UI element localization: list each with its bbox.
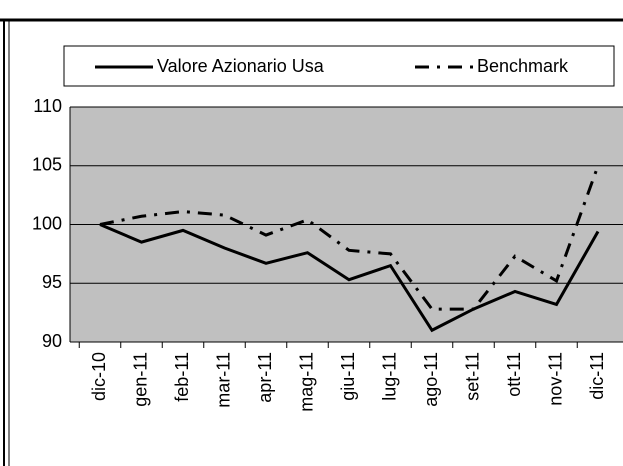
x-tick-label: mar-11 [213,352,233,408]
x-tick-label: giu-11 [338,352,358,401]
x-tick-label: feb-11 [172,352,192,402]
x-tick-label: dic-10 [89,352,109,401]
x-tick-label: ott-11 [504,352,524,397]
y-tick-label: 90 [42,331,62,351]
legend [63,45,615,87]
x-tick-label: set-11 [462,352,482,401]
x-tick-label: ago-11 [421,352,441,407]
series-line [99,165,600,311]
x-tick-label: apr-11 [255,352,275,403]
x-tick-label: nov-11 [545,352,565,406]
legend-label: Benchmark [477,56,569,76]
legend-label: Valore Azionario Usa [157,56,325,76]
x-tick-label: lug-11 [379,352,399,401]
x-tick-label: dic-11 [587,352,607,400]
y-tick-label: 100 [32,213,62,233]
y-tick-label: 95 [42,272,62,292]
series-line [99,223,600,333]
y-tick-label: 110 [33,96,62,116]
x-tick-label: mag-11 [296,352,316,412]
x-tick-label: gen-11 [130,352,150,407]
y-tick-label: 105 [32,155,62,175]
